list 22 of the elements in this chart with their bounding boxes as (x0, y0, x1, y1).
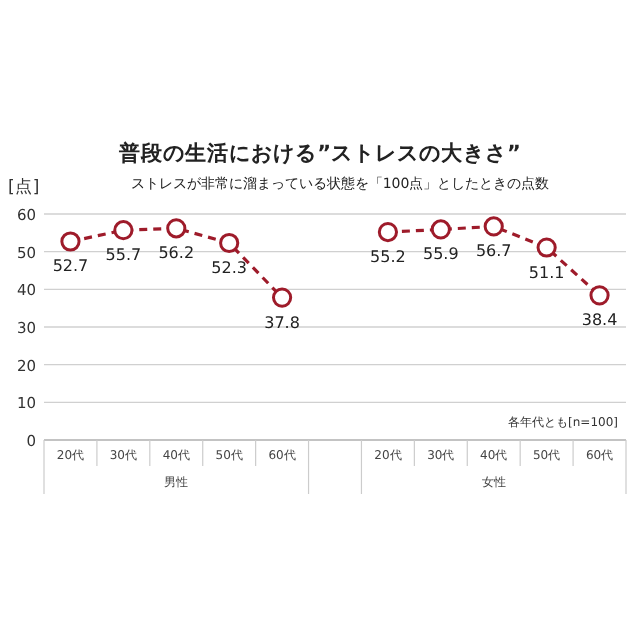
point (483, 216, 504, 237)
data-label: 38.4 (581, 311, 618, 330)
data-label: 51.1 (528, 263, 565, 282)
point (60, 231, 81, 252)
point (271, 287, 293, 308)
point (166, 218, 187, 239)
point (430, 219, 451, 240)
data-label: 55.7 (105, 246, 142, 265)
data-label: 52.3 (211, 259, 247, 277)
data-label: 37.8 (264, 313, 300, 332)
point (113, 220, 134, 241)
point (377, 221, 399, 243)
data-label: 55.2 (370, 248, 406, 267)
data-label: 56.2 (158, 244, 195, 263)
point (536, 237, 557, 258)
data-label: 56.7 (475, 242, 512, 261)
data-label: 52.7 (52, 257, 89, 276)
data-label: 55.9 (423, 245, 459, 264)
y-axis-title: [点] (8, 176, 40, 198)
point (589, 285, 610, 306)
chart-title: 普段の生活における”ストレスの大きさ” (117, 140, 521, 166)
point (219, 232, 240, 254)
